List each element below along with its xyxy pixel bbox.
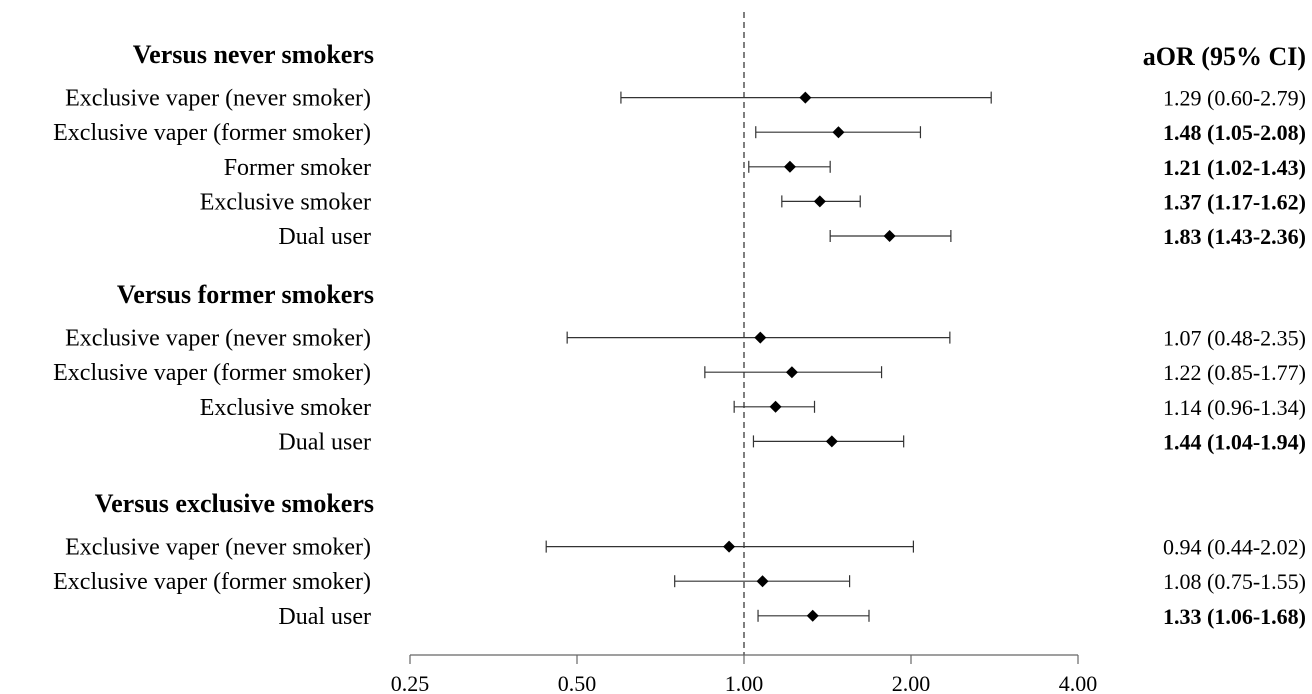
row-label: Exclusive vaper (former smoker)	[53, 569, 371, 595]
estimate-value: 1.14 (0.96-1.34)	[1163, 395, 1306, 420]
x-tick-label: 0.25	[391, 671, 430, 694]
estimate-value: 1.83 (1.43-2.36)	[1163, 224, 1306, 249]
point-estimate	[883, 230, 896, 242]
row-label: Exclusive vaper (never smoker)	[65, 326, 371, 352]
row-label: Dual user	[278, 604, 371, 630]
estimate-value: 0.94 (0.44-2.02)	[1163, 535, 1306, 560]
estimate-value: 1.07 (0.48-2.35)	[1163, 326, 1306, 351]
point-estimate	[799, 91, 812, 104]
point-estimate	[825, 435, 838, 448]
row-label: Dual user	[278, 224, 371, 250]
point-estimate	[783, 160, 796, 173]
row-label: Exclusive vaper (never smoker)	[65, 535, 371, 561]
row-label: Exclusive smoker	[200, 189, 371, 215]
point-estimate	[754, 331, 767, 344]
estimate-value: 1.33 (1.06-1.68)	[1163, 604, 1306, 629]
x-tick-label: 0.50	[558, 671, 597, 694]
estimate-value: 1.21 (1.02-1.43)	[1163, 155, 1306, 180]
point-estimate	[769, 400, 782, 413]
point-estimate	[832, 126, 845, 139]
estimate-value: 1.22 (0.85-1.77)	[1163, 360, 1306, 385]
estimate-value: 1.37 (1.17-1.62)	[1163, 189, 1306, 214]
point-estimate	[813, 195, 826, 208]
row-label: Exclusive vaper (never smoker)	[65, 86, 371, 112]
row-label: Exclusive vaper (former smoker)	[53, 360, 371, 386]
point-estimate	[806, 609, 819, 622]
x-tick-label: 1.00	[725, 671, 764, 694]
row-label: Exclusive smoker	[200, 395, 371, 421]
group-title: Versus former smokers	[117, 280, 374, 309]
x-tick-label: 2.00	[892, 671, 931, 694]
row-label: Dual user	[278, 429, 371, 455]
estimate-value: 1.48 (1.05-2.08)	[1163, 120, 1306, 145]
estimate-header: aOR (95% CI)	[1143, 42, 1306, 71]
row-label: Exclusive vaper (former smoker)	[53, 120, 371, 146]
point-estimate	[723, 540, 736, 553]
point-estimate	[756, 575, 769, 588]
estimate-value: 1.29 (0.60-2.79)	[1163, 86, 1306, 111]
group-title: Versus never smokers	[133, 40, 374, 69]
estimate-value: 1.44 (1.04-1.94)	[1163, 429, 1306, 454]
estimate-value: 1.08 (0.75-1.55)	[1163, 569, 1306, 594]
point-estimate	[785, 366, 798, 379]
x-tick-label: 4.00	[1059, 671, 1098, 694]
group-title: Versus exclusive smokers	[95, 489, 374, 518]
row-label: Former smoker	[224, 155, 371, 181]
